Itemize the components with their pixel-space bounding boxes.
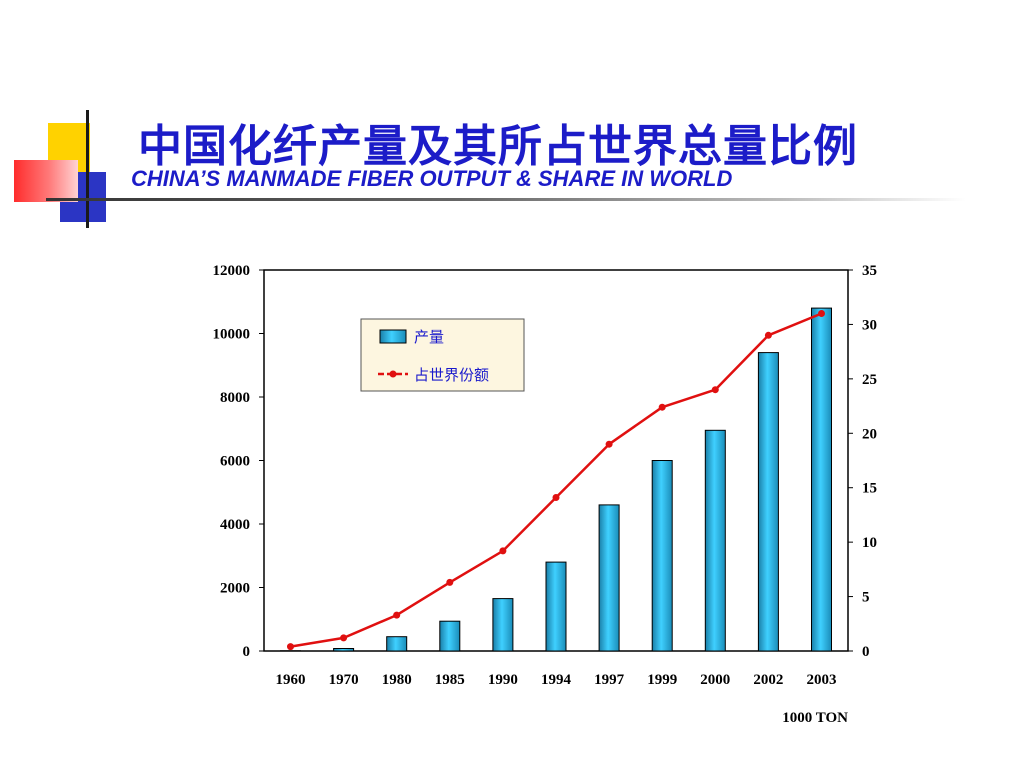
slide-title-chinese: 中国化纤产量及其所占世界总量比例: [138, 121, 858, 172]
x-tick-label-1994: 1994: [541, 672, 572, 688]
left-tick-label-10000: 10000: [213, 327, 251, 343]
share-point-1997: [605, 440, 613, 448]
share-point-1994: [552, 494, 560, 501]
right-tick-label-30: 30: [862, 317, 877, 333]
x-tick-label-1960: 1960: [276, 672, 306, 688]
left-tick-label-2000: 2000: [220, 581, 250, 597]
right-tick-label-20: 20: [862, 426, 877, 442]
x-tick-label-1985: 1985: [435, 672, 465, 688]
share-point-2003: [818, 310, 825, 317]
slide-title-english: CHINA’S MANMADE FIBER OUTPUT & SHARE IN …: [131, 166, 733, 191]
right-tick-label-25: 25: [862, 372, 877, 388]
share-point-1985: [446, 578, 454, 586]
share-point-2002: [764, 331, 772, 339]
share-point-1960: [287, 643, 294, 651]
unit-label: 1000 TON: [782, 710, 848, 726]
left-tick-label-4000: 4000: [220, 517, 250, 533]
left-tick-label-8000: 8000: [220, 390, 250, 406]
x-tick-label-2003: 2003: [807, 672, 837, 688]
bar-1970: [333, 648, 355, 652]
bar-2003: [811, 307, 832, 652]
left-tick-label-6000: 6000: [220, 454, 250, 470]
right-tick-label-15: 15: [862, 481, 877, 497]
legend: 产量 占世界份额: [360, 318, 525, 392]
share-point-1980: [393, 611, 401, 619]
x-tick-label-1970: 1970: [329, 672, 359, 688]
legend-line-marker: [389, 370, 397, 378]
x-tick-label-2000: 2000: [700, 672, 730, 688]
left-tick-label-12000: 12000: [213, 263, 251, 279]
x-tick-label-1999: 1999: [647, 672, 677, 688]
bar-1985: [439, 620, 461, 652]
decor-horizontal-line: [46, 198, 966, 201]
share-point-1990: [499, 547, 507, 555]
bar-2002: [757, 352, 779, 652]
legend-bar-swatch: [379, 329, 407, 344]
bar-1999: [651, 460, 673, 652]
right-tick-label-35: 35: [862, 263, 877, 279]
legend-label-output: 产量: [414, 328, 444, 346]
x-tick-label-1997: 1997: [594, 672, 625, 688]
bar-1980: [386, 636, 408, 652]
right-tick-label-0: 0: [862, 644, 870, 660]
legend-label-share: 占世界份额: [414, 366, 489, 384]
bar-1997: [598, 504, 620, 652]
share-point-1999: [658, 403, 666, 411]
x-tick-label-1990: 1990: [488, 672, 518, 688]
decor-red-gradient-square: [14, 160, 78, 202]
bar-2000: [704, 429, 726, 652]
right-tick-label-5: 5: [862, 590, 870, 606]
bar-1994: [545, 561, 567, 652]
x-tick-label-2002: 2002: [753, 672, 783, 688]
share-point-2000: [711, 386, 719, 394]
decor-vertical-line: [86, 110, 89, 228]
share-point-1970: [340, 634, 348, 642]
left-tick-label-0: 0: [243, 644, 251, 660]
bar-1990: [492, 598, 514, 652]
right-tick-label-10: 10: [862, 535, 877, 551]
x-tick-label-1980: 1980: [382, 672, 412, 688]
